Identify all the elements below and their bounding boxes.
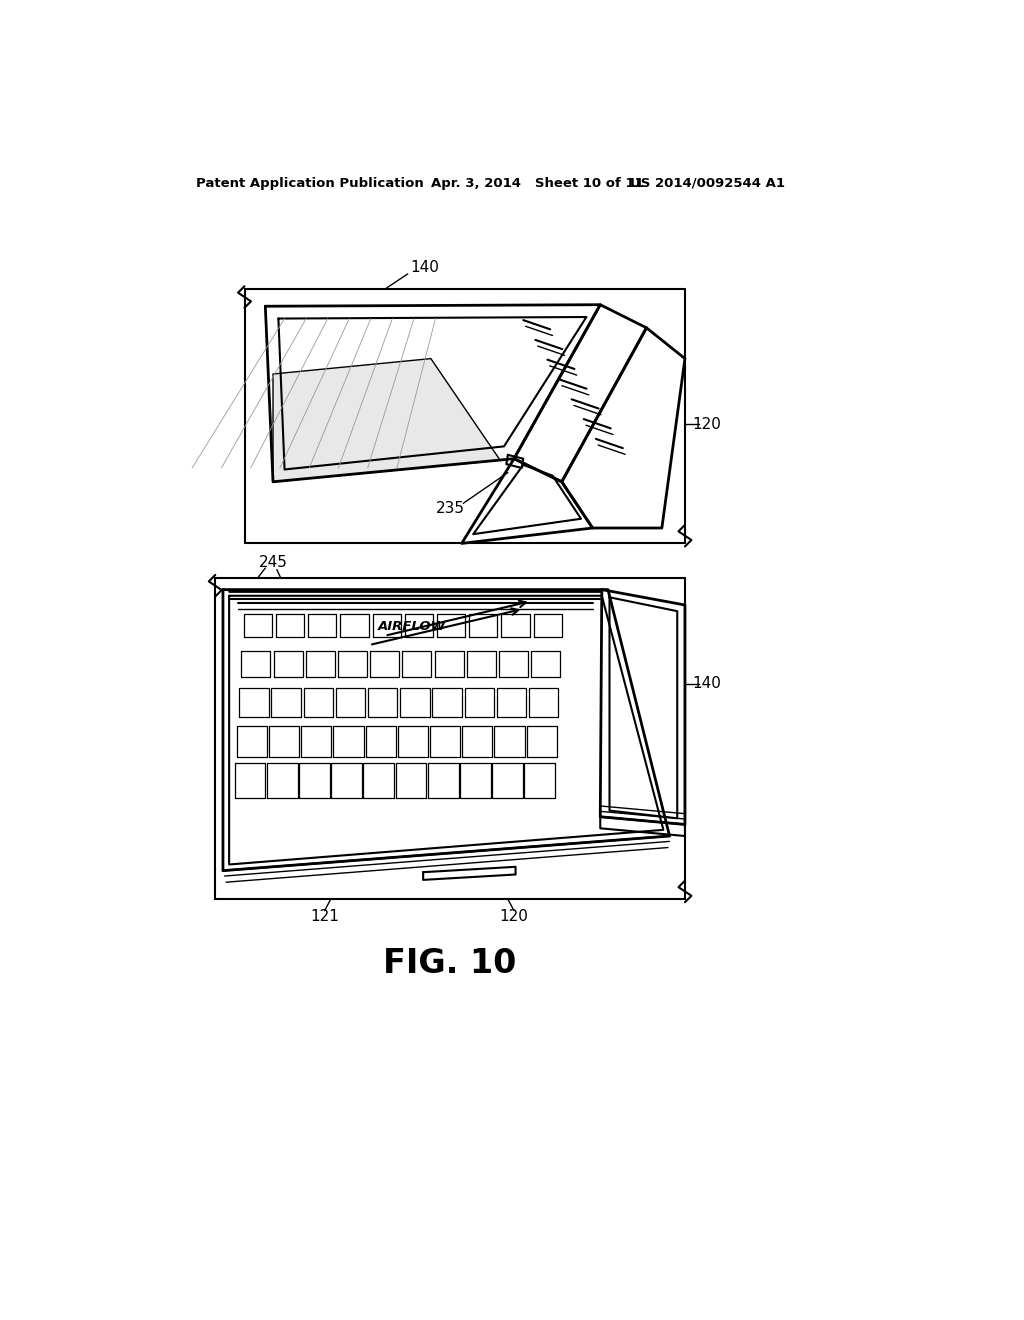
Text: 121: 121 (310, 909, 339, 924)
Polygon shape (273, 359, 500, 482)
Text: 245: 245 (259, 556, 288, 570)
Text: 120: 120 (692, 417, 721, 432)
Text: Patent Application Publication: Patent Application Publication (196, 177, 424, 190)
Text: Apr. 3, 2014   Sheet 10 of 11: Apr. 3, 2014 Sheet 10 of 11 (431, 177, 644, 190)
Text: FIG. 10: FIG. 10 (383, 946, 517, 979)
Text: US 2014/0092544 A1: US 2014/0092544 A1 (630, 177, 784, 190)
Text: 120: 120 (500, 909, 528, 924)
Text: 140: 140 (692, 676, 721, 692)
Text: 235: 235 (435, 502, 465, 516)
Text: 140: 140 (411, 260, 439, 276)
Text: AIRFLOW: AIRFLOW (378, 620, 445, 634)
